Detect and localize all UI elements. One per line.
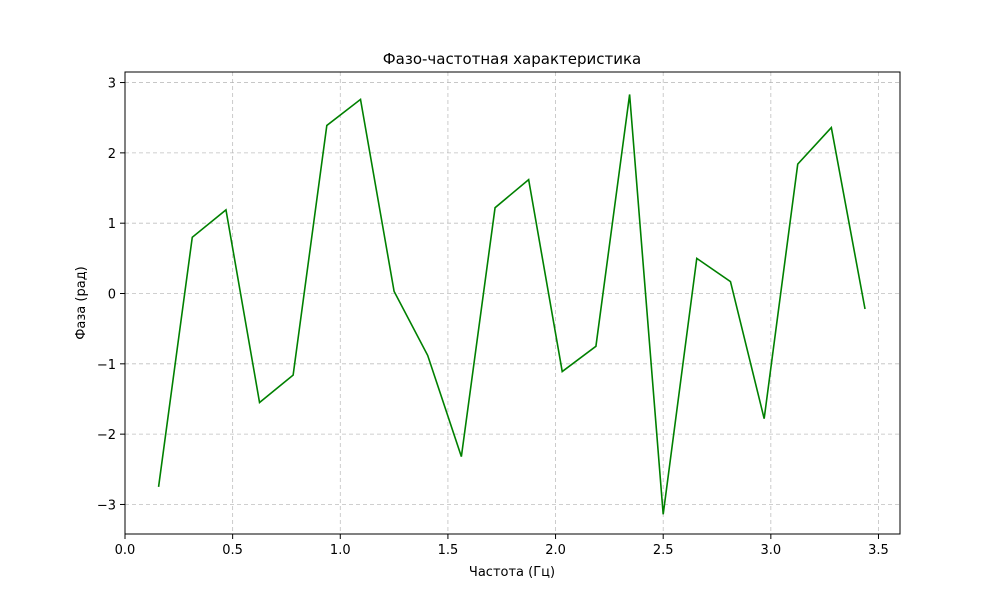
x-tick-label: 0.5: [222, 543, 243, 558]
y-tick-label: −2: [97, 428, 116, 443]
x-axis-ticks: 0.0 0.5 1.0 1.5 2.0 2.5 3.0 3.5: [115, 534, 889, 558]
y-tick-label: −1: [97, 358, 116, 373]
x-tick-label: 3.0: [760, 543, 781, 558]
y-tick-label: 2: [108, 147, 116, 162]
grid: [124, 72, 900, 534]
x-tick-label: 2.5: [653, 543, 674, 558]
x-tick-label: 1.0: [330, 543, 351, 558]
y-axis-ticks: −3 −2 −1 0 1 2 3: [97, 77, 125, 513]
y-tick-label: 1: [108, 217, 116, 232]
y-axis-label: Фаза (рад): [74, 266, 89, 340]
x-tick-label: 0.0: [115, 543, 136, 558]
y-tick-label: −3: [97, 498, 116, 513]
x-tick-label: 1.5: [438, 543, 459, 558]
x-axis-label: Частота (Гц): [469, 565, 555, 580]
plot-frame: [124, 71, 901, 535]
chart-title: Фазо-частотная характеристика: [383, 50, 641, 68]
y-tick-label: 3: [108, 77, 116, 92]
y-tick-label: 0: [108, 288, 116, 303]
series-line: [157, 94, 866, 515]
x-tick-label: 3.5: [868, 543, 889, 558]
x-tick-label: 2.0: [545, 543, 566, 558]
